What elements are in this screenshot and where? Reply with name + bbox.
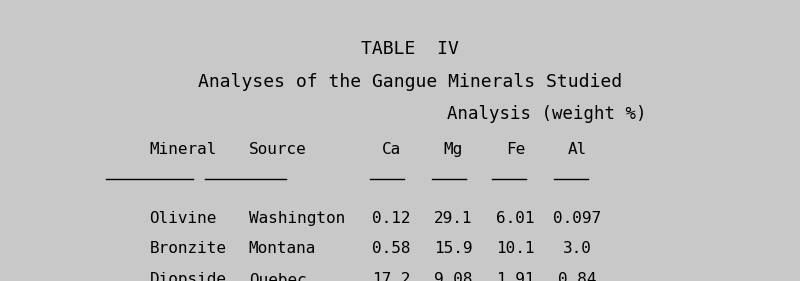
Text: Quebec: Quebec	[249, 272, 306, 281]
Text: 6.01: 6.01	[496, 211, 534, 226]
Text: TABLE  IV: TABLE IV	[361, 40, 459, 58]
Text: Washington: Washington	[249, 211, 345, 226]
Text: 0.84: 0.84	[558, 272, 597, 281]
Text: 29.1: 29.1	[434, 211, 473, 226]
Text: Source: Source	[249, 142, 306, 157]
Text: Olivine: Olivine	[150, 211, 217, 226]
Text: Mineral: Mineral	[150, 142, 217, 157]
Text: 17.2: 17.2	[372, 272, 410, 281]
Text: Analyses of the Gangue Minerals Studied: Analyses of the Gangue Minerals Studied	[198, 73, 622, 91]
Text: Ca: Ca	[382, 142, 401, 157]
Text: Fe: Fe	[506, 142, 525, 157]
Text: 15.9: 15.9	[434, 241, 473, 257]
Text: 1.91: 1.91	[496, 272, 534, 281]
Text: 0.12: 0.12	[372, 211, 410, 226]
Text: Diopside: Diopside	[150, 272, 226, 281]
Text: Mg: Mg	[444, 142, 463, 157]
Text: Analysis (weight %): Analysis (weight %)	[446, 105, 646, 123]
Text: 10.1: 10.1	[496, 241, 534, 257]
Text: 3.0: 3.0	[563, 241, 592, 257]
Text: 0.58: 0.58	[372, 241, 410, 257]
Text: Montana: Montana	[249, 241, 316, 257]
Text: Al: Al	[568, 142, 587, 157]
Text: 0.097: 0.097	[554, 211, 602, 226]
Text: Bronzite: Bronzite	[150, 241, 226, 257]
Text: 9.08: 9.08	[434, 272, 473, 281]
